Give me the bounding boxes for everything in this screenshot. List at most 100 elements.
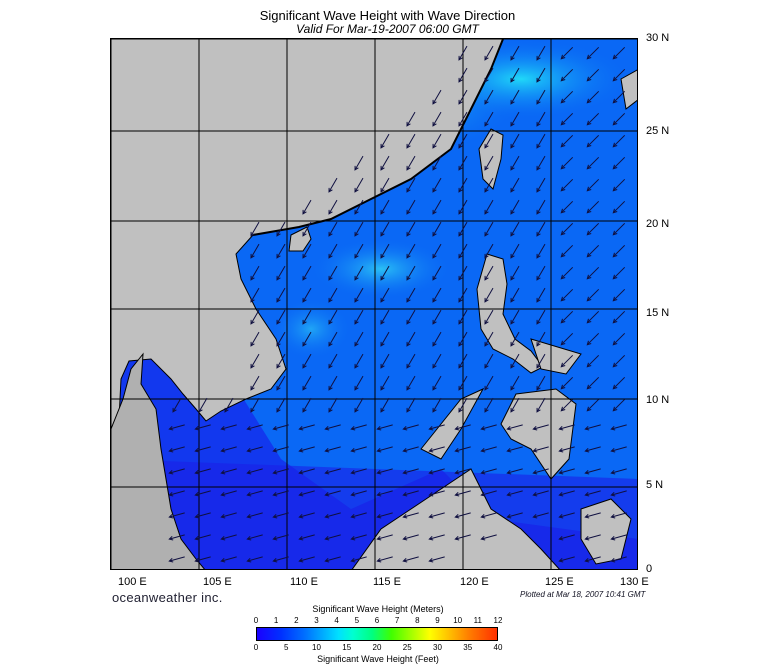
wave-direction-arrow (458, 177, 468, 193)
wave-direction-arrow (276, 265, 286, 281)
wave-direction-arrow (328, 221, 338, 237)
wave-direction-arrow (298, 556, 315, 563)
wave-direction-arrow (328, 243, 338, 259)
colorbar (256, 627, 498, 641)
wave-direction-arrow (612, 156, 626, 170)
wave-direction-arrow (194, 556, 211, 563)
wave-direction-arrow (406, 375, 416, 391)
wave-direction-arrow (220, 534, 237, 541)
wave-direction-arrow (350, 556, 367, 563)
wave-direction-arrow (484, 353, 494, 369)
wave-direction-arrow (510, 353, 520, 369)
wave-direction-arrow (272, 556, 289, 563)
wave-direction-arrow (406, 155, 416, 171)
wave-direction-arrow (276, 309, 286, 325)
wave-direction-arrow (454, 446, 471, 453)
wave-direction-arrow (560, 222, 574, 236)
wave-direction-arrow (558, 424, 575, 431)
wave-direction-arrow (484, 243, 494, 259)
wave-direction-arrow (220, 446, 237, 453)
wave-direction-arrow (432, 375, 442, 391)
wave-direction-arrow (586, 376, 600, 390)
wave-direction-arrow (536, 155, 546, 171)
wave-direction-arrow (432, 309, 442, 325)
wave-direction-arrow (560, 332, 574, 346)
lon-label-110: 110 E (290, 576, 318, 588)
wave-direction-arrow (406, 111, 416, 127)
wave-direction-arrow (406, 331, 416, 347)
wave-direction-arrow (402, 534, 419, 541)
wave-direction-arrow (250, 353, 260, 369)
wave-direction-arrow (484, 221, 494, 237)
wave-direction-arrow (560, 68, 574, 82)
wave-direction-arrow (194, 534, 211, 541)
wave-direction-arrow (458, 155, 468, 171)
palawan-island (420, 387, 485, 460)
wave-direction-arrow (406, 199, 416, 215)
lat-label-25: 25 N (646, 125, 670, 137)
colorbar-title-meters: Significant Wave Height (Meters) (312, 604, 444, 614)
wave-direction-arrow (432, 177, 442, 193)
wave-direction-arrow (558, 512, 575, 519)
wave-direction-arrow (432, 155, 442, 171)
wave-direction-arrow (328, 331, 338, 347)
wave-direction-arrow (612, 244, 626, 258)
wave-direction-arrow (510, 133, 520, 149)
colorbar-meter-label: 0 (253, 616, 259, 625)
wave-direction-arrow (454, 468, 471, 475)
wave-direction-arrow (298, 534, 315, 541)
wave-direction-arrow (612, 266, 626, 280)
wave-direction-arrow (328, 199, 338, 215)
wave-direction-arrow (536, 111, 546, 127)
wave-direction-arrow (250, 331, 260, 347)
chart-title: Significant Wave Height with Wave Direct… (259, 8, 516, 23)
wave-direction-arrow (610, 424, 627, 431)
wave-direction-arrow (302, 287, 312, 303)
wave-direction-arrow (510, 67, 520, 83)
wave-direction-arrow (302, 199, 312, 215)
wave-direction-arrow (454, 424, 471, 431)
wave-direction-arrow (298, 468, 315, 475)
wave-direction-arrow (536, 45, 546, 61)
wave-direction-arrow (458, 331, 468, 347)
wave-direction-arrow (246, 534, 263, 541)
wave-direction-arrow (560, 310, 574, 324)
wave-direction-arrow (272, 424, 289, 431)
wave-direction-arrow (194, 512, 211, 519)
wave-direction-arrow (560, 178, 574, 192)
wave-direction-arrow (324, 468, 341, 475)
wave-direction-arrow (272, 468, 289, 475)
wave-direction-arrow (586, 134, 600, 148)
wave-direction-arrow (272, 490, 289, 497)
wave-direction-arrow (276, 287, 286, 303)
wave-direction-arrow (380, 133, 390, 149)
wave-direction-arrow (536, 331, 546, 347)
colorbar-meter-label: 5 (354, 616, 360, 625)
colorbar-feet-label: 10 (312, 643, 321, 652)
wave-direction-arrow (406, 265, 416, 281)
wave-direction-arrow (428, 490, 445, 497)
wave-direction-arrow (510, 155, 520, 171)
wave-direction-arrow (480, 490, 497, 497)
wave-direction-arrow (612, 332, 626, 346)
wave-direction-arrow (610, 446, 627, 453)
wave-direction-arrow (246, 490, 263, 497)
wave-direction-arrow (584, 446, 601, 453)
wave-direction-arrow (380, 375, 390, 391)
wave-direction-arrow (484, 67, 494, 83)
wave-direction-arrow (458, 375, 468, 391)
wave-direction-arrow (586, 288, 600, 302)
wave-direction-arrow (536, 67, 546, 83)
wave-direction-arrow (298, 512, 315, 519)
wave-direction-arrow (586, 68, 600, 82)
wave-direction-arrow (354, 155, 364, 171)
wave-direction-arrow (380, 243, 390, 259)
wave-direction-arrow (506, 490, 523, 497)
wave-direction-arrow (560, 46, 574, 60)
wave-direction-arrow (558, 490, 575, 497)
wave-direction-arrow (480, 446, 497, 453)
wave-direction-arrow (428, 468, 445, 475)
wave-direction-arrow (484, 309, 494, 325)
wave-direction-arrow (584, 468, 601, 475)
chart-subtitle: Valid For Mar-19-2007 06:00 GMT (296, 22, 479, 36)
